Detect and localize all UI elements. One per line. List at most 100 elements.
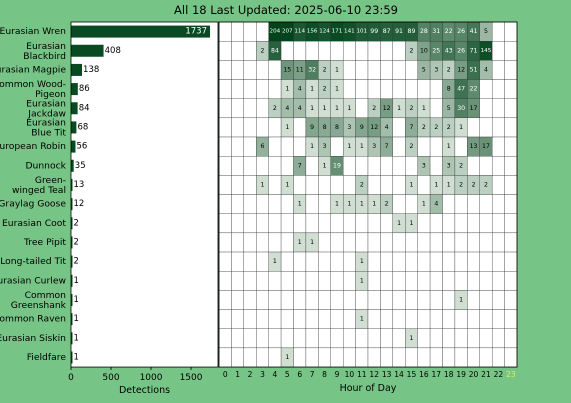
bar-value-label-group: 13 bbox=[72, 179, 86, 191]
heatmap-cell bbox=[367, 232, 381, 253]
heatmap-cell bbox=[243, 60, 257, 80]
heatmap-cell-value: 84 bbox=[271, 47, 279, 54]
heatmap-cell bbox=[243, 194, 257, 214]
species-label: Dunnock bbox=[25, 160, 66, 171]
species-label: Eurasian Blackbird bbox=[23, 41, 66, 62]
heatmap-panel: 204 207 114 156 124 171 141 101 99 87 91 89 28 31 22 26… bbox=[218, 21, 518, 394]
heatmap-cell bbox=[392, 309, 406, 329]
heatmap-cell-value: 156 bbox=[307, 29, 318, 35]
heatmap-cell bbox=[442, 194, 456, 214]
heatmap-cell bbox=[218, 79, 232, 99]
bar-value-label-bg bbox=[82, 64, 101, 76]
heatmap-cell bbox=[454, 347, 468, 368]
heatmap-cell-value: 1 bbox=[434, 181, 438, 188]
bar bbox=[71, 351, 73, 364]
heatmap-cell bbox=[293, 271, 307, 291]
heatmap-cell bbox=[218, 40, 232, 61]
heatmap-cell bbox=[342, 232, 356, 253]
heatmap-cell bbox=[392, 232, 406, 253]
heatmap-cell-value: 17 bbox=[470, 105, 478, 112]
heatmap-cell bbox=[355, 328, 369, 349]
heatmap-cell-value: 4 bbox=[385, 124, 389, 131]
heatmap-cell bbox=[243, 309, 257, 329]
heatmap-cell bbox=[231, 251, 245, 272]
heatmap-cell bbox=[305, 251, 319, 272]
heatmap-cell bbox=[305, 156, 319, 176]
bar-value-label-bg bbox=[72, 217, 81, 229]
heatmap-cell bbox=[392, 347, 406, 368]
heatmap-x-axis-label: Hour of Day bbox=[340, 383, 397, 394]
heatmap-cell bbox=[268, 290, 282, 310]
heatmap-cell bbox=[491, 21, 505, 42]
heatmap-cell-value: 4 bbox=[434, 201, 438, 208]
hour-tick-label: 5 bbox=[285, 370, 290, 379]
heatmap-cell-value: 207 bbox=[282, 29, 293, 35]
heatmap-cell-value: 114 bbox=[294, 29, 305, 35]
heatmap-cell-value: 204 bbox=[270, 29, 281, 35]
bar-value-label-group: 12 bbox=[72, 198, 86, 210]
heatmap-cell bbox=[243, 156, 257, 176]
heatmap-cell bbox=[429, 98, 443, 119]
hour-tick-label: 11 bbox=[357, 370, 367, 379]
heatmap-cell bbox=[231, 79, 245, 99]
species-label: Eurasian Curlew bbox=[0, 275, 66, 286]
bar-value-label: 138 bbox=[83, 65, 99, 75]
heatmap-cell bbox=[504, 79, 518, 99]
heatmap-cell bbox=[504, 271, 518, 291]
heatmap-cell bbox=[491, 347, 505, 368]
bar-value-label-bg bbox=[75, 141, 89, 153]
heatmap-cell bbox=[243, 251, 257, 272]
hour-tick-label: 14 bbox=[394, 370, 404, 379]
heatmap-cell-value: 2 bbox=[459, 162, 463, 169]
heatmap-cell bbox=[218, 232, 232, 253]
heatmap-cell bbox=[268, 328, 282, 349]
heatmap-cell bbox=[243, 347, 257, 368]
heatmap-cell bbox=[243, 40, 257, 61]
bar bbox=[71, 63, 83, 76]
heatmap-cell-value: 22 bbox=[470, 86, 478, 93]
species-label: Fieldfare bbox=[27, 352, 67, 363]
heatmap-cell bbox=[467, 251, 480, 272]
heatmap-cell bbox=[268, 136, 282, 157]
bar-value-label-bg bbox=[72, 198, 86, 210]
heatmap-cell bbox=[256, 251, 269, 272]
bar-value-label-group: 1 bbox=[72, 332, 81, 344]
heatmap-cell-value: 1 bbox=[347, 105, 351, 112]
hour-tick-label: 15 bbox=[407, 370, 417, 379]
heatmap-cell bbox=[491, 40, 505, 61]
heatmap-cell bbox=[218, 271, 232, 291]
heatmap-cell-value: 9 bbox=[310, 124, 314, 131]
heatmap-cell-value: 12 bbox=[457, 66, 465, 73]
heatmap-cell bbox=[256, 290, 269, 310]
hour-tick-label: 19 bbox=[456, 370, 466, 379]
heatmap-cell bbox=[293, 328, 307, 349]
bar-value-label: 1737 bbox=[185, 27, 207, 37]
heatmap-cell bbox=[355, 213, 369, 234]
bar bbox=[71, 83, 78, 96]
heatmap-cell-value: 12 bbox=[383, 105, 391, 112]
heatmap-cell bbox=[318, 347, 331, 368]
heatmap-cell-value: 30 bbox=[457, 105, 465, 112]
heatmap-cell bbox=[305, 347, 319, 368]
bar-value-label-group: 35 bbox=[73, 160, 88, 172]
hour-tick-label: 17 bbox=[432, 370, 442, 379]
heatmap-cell bbox=[280, 328, 294, 349]
heatmap-cell-value: 10 bbox=[420, 47, 428, 54]
heatmap-cell-value: 1 bbox=[273, 258, 277, 265]
heatmap-cell bbox=[218, 328, 232, 349]
heatmap-cell-value: 1 bbox=[285, 181, 289, 188]
heatmap-cell bbox=[417, 79, 431, 99]
heatmap-cell bbox=[305, 213, 319, 234]
heatmap-cell bbox=[218, 213, 232, 234]
heatmap-cell bbox=[318, 175, 331, 195]
heatmap-cell-value: 1 bbox=[372, 201, 376, 208]
heatmap-cell bbox=[243, 213, 257, 234]
heatmap-cell bbox=[280, 136, 294, 157]
bar bbox=[71, 217, 73, 230]
bar bbox=[71, 236, 73, 249]
species-label: Graylag Goose bbox=[0, 199, 66, 210]
heatmap-cell bbox=[392, 251, 406, 272]
heatmap-cell bbox=[243, 79, 257, 99]
hour-tick-label: 3 bbox=[260, 370, 265, 379]
heatmap-cell bbox=[392, 60, 406, 80]
